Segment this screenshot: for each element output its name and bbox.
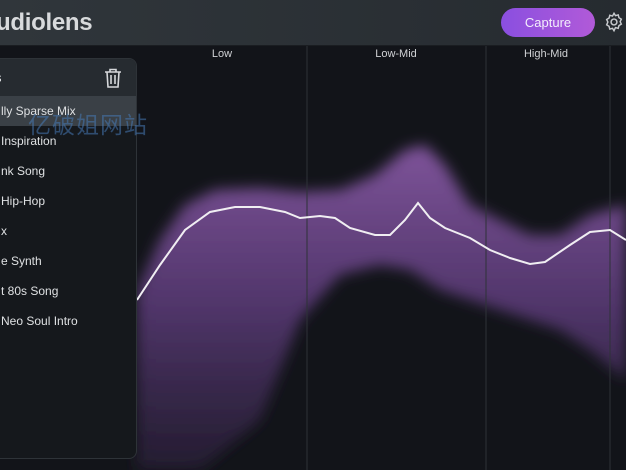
- list-item[interactable]: t 80s Song: [1, 284, 59, 298]
- watermark: 亿破姐网站: [28, 112, 148, 138]
- band-label-low: Low: [211, 48, 233, 60]
- capture-button[interactable]: Capture: [501, 8, 595, 37]
- panel-title: s: [0, 70, 2, 85]
- app-header: udiolens Capture: [0, 0, 626, 46]
- list-item[interactable]: Inspiration: [1, 134, 57, 148]
- list-item[interactable]: e Synth: [1, 254, 42, 268]
- band-label-low-mid: Low-Mid: [375, 48, 417, 60]
- spectrum-curve: [136, 201, 626, 301]
- list-item[interactable]: lly Sparse Mix: [0, 96, 136, 126]
- list-item[interactable]: nk Song: [1, 164, 46, 178]
- app-logo: udiolens: [0, 9, 93, 36]
- list-item[interactable]: x: [1, 224, 7, 238]
- trash-icon[interactable]: [103, 67, 123, 89]
- panel-header: s: [0, 59, 136, 96]
- gear-icon[interactable]: [603, 11, 625, 33]
- list-item[interactable]: Hip-Hop: [1, 194, 46, 208]
- band-label-high-mid: High-Mid: [523, 48, 569, 60]
- spectrum-chart: [136, 46, 626, 470]
- snapshots-panel: s lly Sparse Mix Inspiration nk Song Hip…: [0, 58, 137, 459]
- spectrum-range-band: [137, 145, 626, 470]
- list-item[interactable]: Neo Soul Intro: [1, 314, 78, 328]
